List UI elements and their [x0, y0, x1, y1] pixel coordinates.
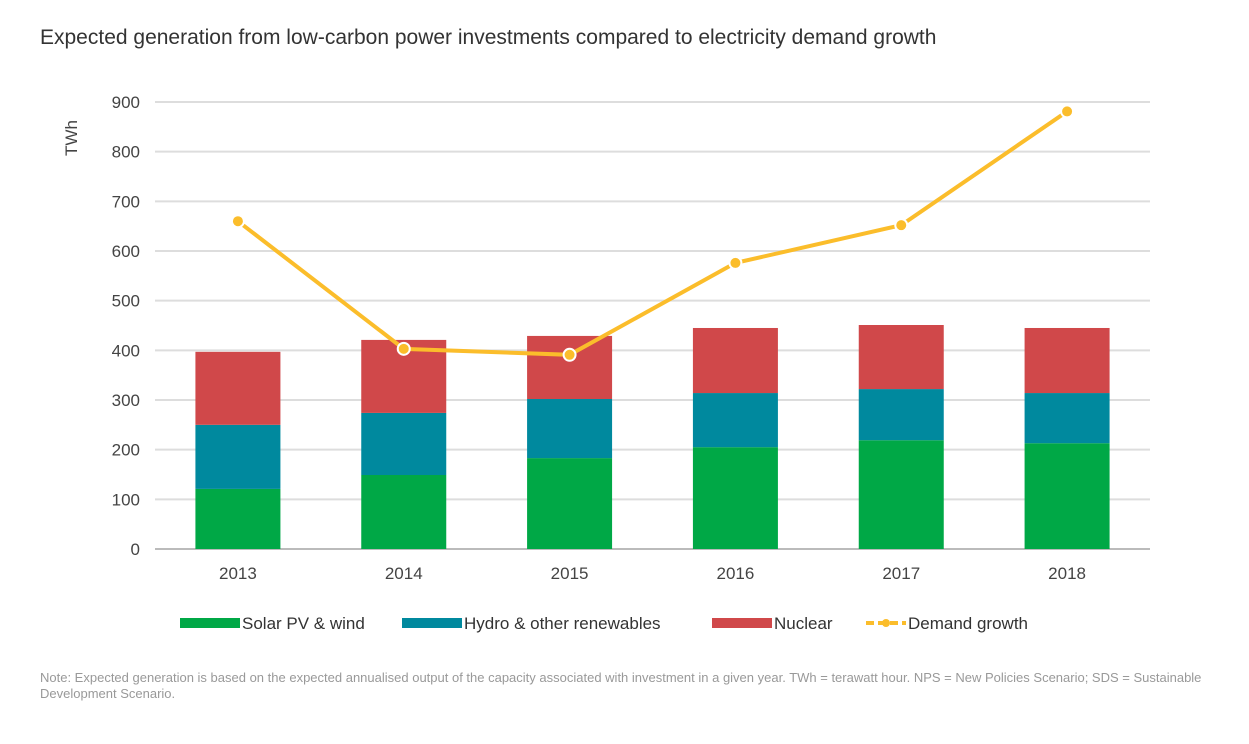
bar-segment	[692, 447, 778, 549]
bar-segment	[527, 399, 613, 459]
bar-segment	[692, 327, 778, 394]
x-tick-label: 2015	[551, 564, 589, 583]
bar-segment	[858, 325, 944, 390]
y-tick-label: 300	[112, 391, 140, 410]
x-tick-label: 2014	[385, 564, 423, 583]
y-tick-label: 600	[112, 242, 140, 261]
legend-label: Nuclear	[774, 614, 833, 633]
legend-label: Demand growth	[908, 614, 1028, 633]
bar-segment	[527, 458, 613, 549]
bar-segment	[1024, 393, 1110, 444]
bar-segment	[195, 351, 281, 425]
bar-segment	[195, 488, 281, 549]
demand-point	[230, 214, 245, 229]
demand-point	[1060, 104, 1075, 119]
chart-note: Note: Expected generation is based on th…	[40, 670, 1202, 701]
y-tick-label: 200	[112, 441, 140, 460]
demand-point	[728, 255, 743, 270]
legend-label: Solar PV & wind	[242, 614, 365, 633]
x-tick-label: 2018	[1048, 564, 1086, 583]
y-tick-label: 800	[112, 143, 140, 162]
bar-segment	[858, 440, 944, 549]
y-tick-label: 700	[112, 192, 140, 211]
legend-label: Hydro & other renewables	[464, 614, 661, 633]
legend-swatch	[180, 618, 240, 628]
bar-segment	[527, 335, 613, 400]
y-tick-label: 500	[112, 292, 140, 311]
bar-segment	[1024, 327, 1110, 394]
chart-title: Expected generation from low-carbon powe…	[40, 26, 937, 49]
y-tick-label: 900	[112, 93, 140, 112]
bar-segment	[692, 393, 778, 448]
demand-point	[562, 347, 577, 362]
y-tick-label: 100	[112, 490, 140, 509]
x-tick-label: 2013	[219, 564, 257, 583]
y-tick-label: 400	[112, 341, 140, 360]
bar-segment	[195, 424, 281, 489]
demand-line	[236, 109, 1069, 357]
legend-swatch	[712, 618, 772, 628]
legend-swatch	[402, 618, 462, 628]
bar-segment	[361, 474, 447, 549]
bar-segment	[361, 412, 447, 475]
legend-marker	[882, 619, 890, 627]
y-axis-label: TWh	[62, 120, 81, 156]
bar-segment	[858, 389, 944, 441]
demand-point	[396, 341, 411, 356]
bar-segment	[1024, 443, 1110, 549]
y-tick-label: 0	[131, 540, 140, 559]
demand-point	[894, 218, 909, 233]
x-tick-label: 2016	[717, 564, 755, 583]
x-tick-label: 2017	[882, 564, 920, 583]
